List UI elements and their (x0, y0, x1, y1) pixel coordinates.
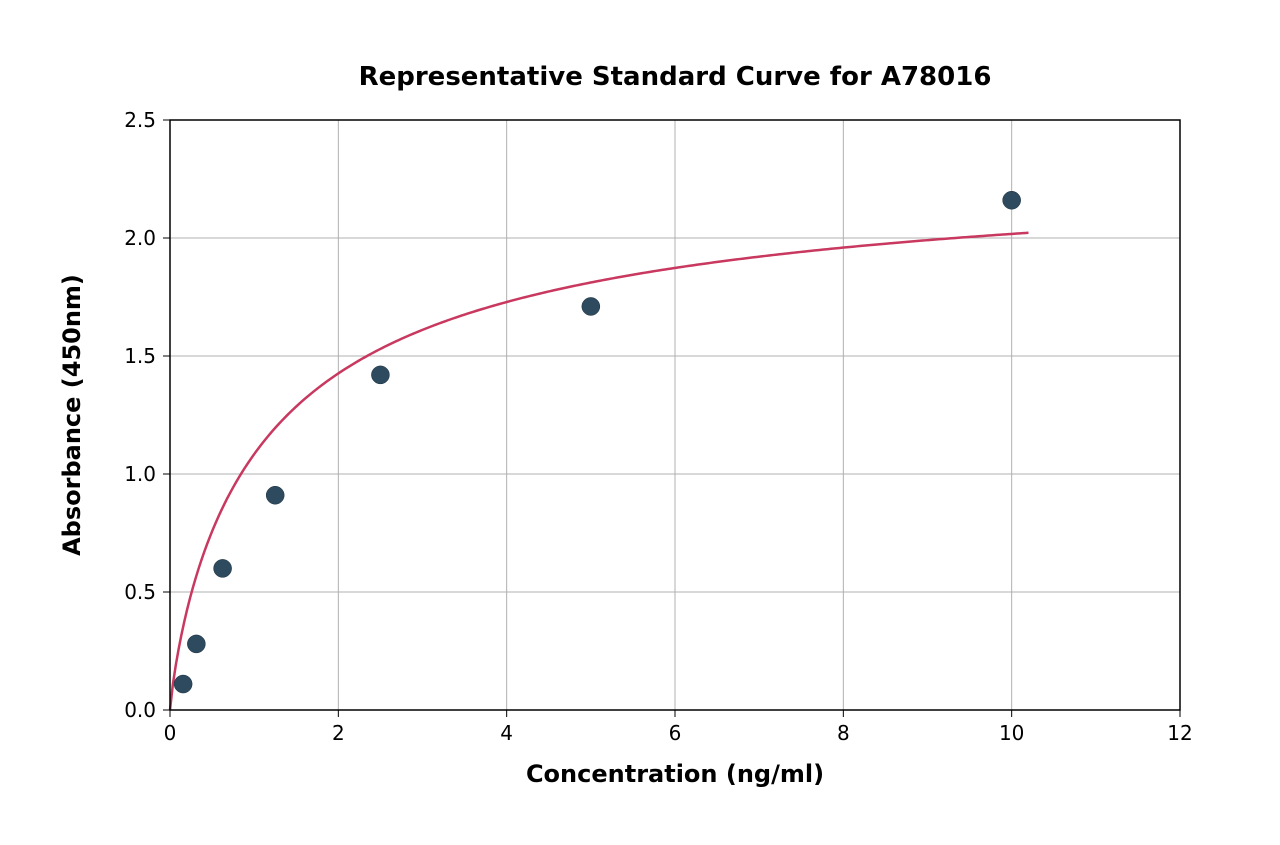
x-tick-label: 12 (1167, 721, 1192, 745)
y-tick-label: 0.5 (124, 580, 156, 604)
y-tick-label: 1.5 (124, 344, 156, 368)
x-tick-label: 2 (332, 721, 345, 745)
data-point (187, 635, 205, 653)
chart-container: 0 2 4 6 8 10 12 0.0 0.5 1.0 1.5 2.0 2.5 Concentration… (0, 0, 1280, 845)
y-tick-label: 2.5 (124, 108, 156, 132)
data-point (174, 675, 192, 693)
x-axis-label: Concentration (ng/ml) (526, 760, 824, 788)
y-tick-label: 1.0 (124, 462, 156, 486)
x-tick-label: 6 (669, 721, 682, 745)
data-point (214, 559, 232, 577)
data-point (371, 366, 389, 384)
data-point (1003, 191, 1021, 209)
y-tick-label: 2.0 (124, 226, 156, 250)
data-point (582, 297, 600, 315)
x-tick-label: 10 (999, 721, 1024, 745)
standard-curve-chart: 0 2 4 6 8 10 12 0.0 0.5 1.0 1.5 2.0 2.5 Concentration… (0, 0, 1280, 845)
chart-title: Representative Standard Curve for A78016 (359, 62, 992, 92)
x-tick-label: 8 (837, 721, 850, 745)
x-tick-label: 4 (500, 721, 513, 745)
data-point (266, 486, 284, 504)
y-tick-label: 0.0 (124, 698, 156, 722)
x-tick-label: 0 (164, 721, 177, 745)
y-axis-label: Absorbance (450nm) (58, 274, 86, 556)
